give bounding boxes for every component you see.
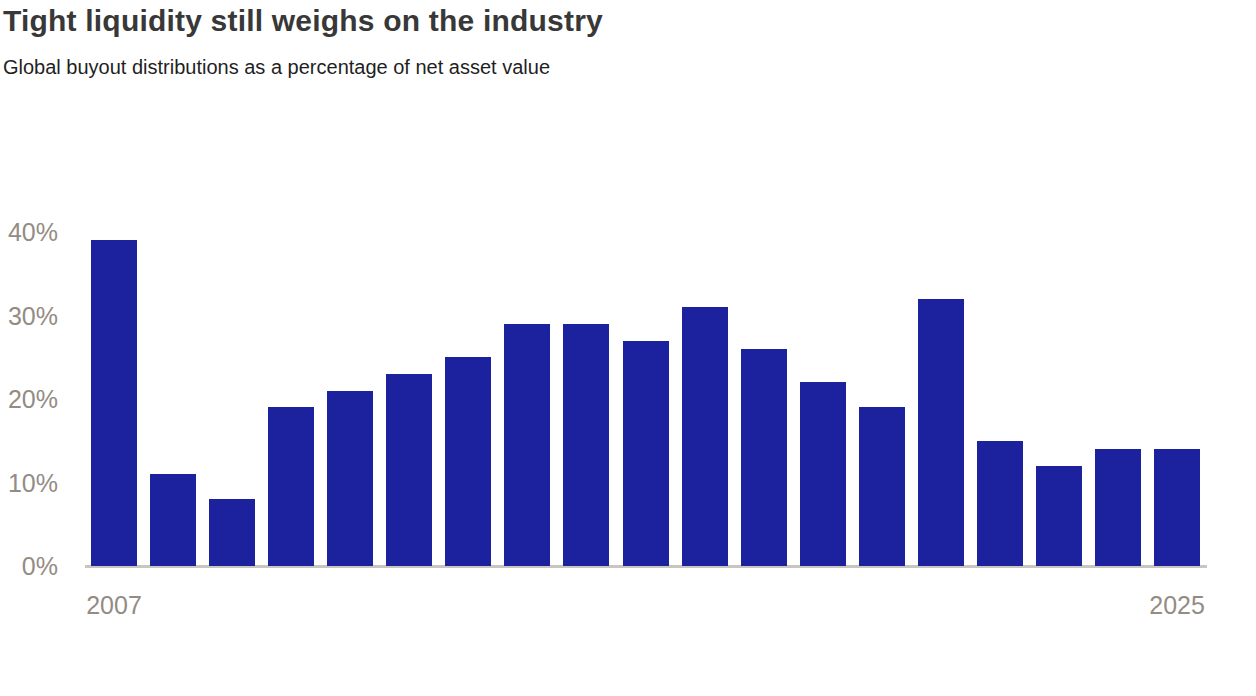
bar	[209, 499, 255, 566]
y-tick-label: 0%	[0, 554, 58, 579]
bar	[1154, 449, 1200, 566]
bar	[800, 382, 846, 566]
chart: Tight liquidity still weighs on the indu…	[0, 0, 1256, 696]
bar	[91, 240, 137, 566]
bar	[741, 349, 787, 566]
bar	[1036, 466, 1082, 566]
y-tick-label: 40%	[0, 220, 58, 245]
y-tick-label: 30%	[0, 303, 58, 328]
x-tick-label: 2007	[86, 593, 142, 618]
plot-area: 40% 30% 20% 10% 0% 2007 2025	[0, 0, 1256, 696]
bar	[504, 324, 550, 566]
bar	[859, 407, 905, 566]
bar	[268, 407, 314, 566]
bar	[327, 391, 373, 566]
bar	[918, 299, 964, 566]
bar	[977, 441, 1023, 566]
bar	[623, 341, 669, 566]
bar	[682, 307, 728, 566]
bar	[386, 374, 432, 566]
y-tick-label: 10%	[0, 470, 58, 495]
y-tick-label: 20%	[0, 387, 58, 412]
bar	[445, 357, 491, 566]
bar	[563, 324, 609, 566]
bar	[150, 474, 196, 566]
x-tick-label: 2025	[1149, 593, 1205, 618]
bar	[1095, 449, 1141, 566]
